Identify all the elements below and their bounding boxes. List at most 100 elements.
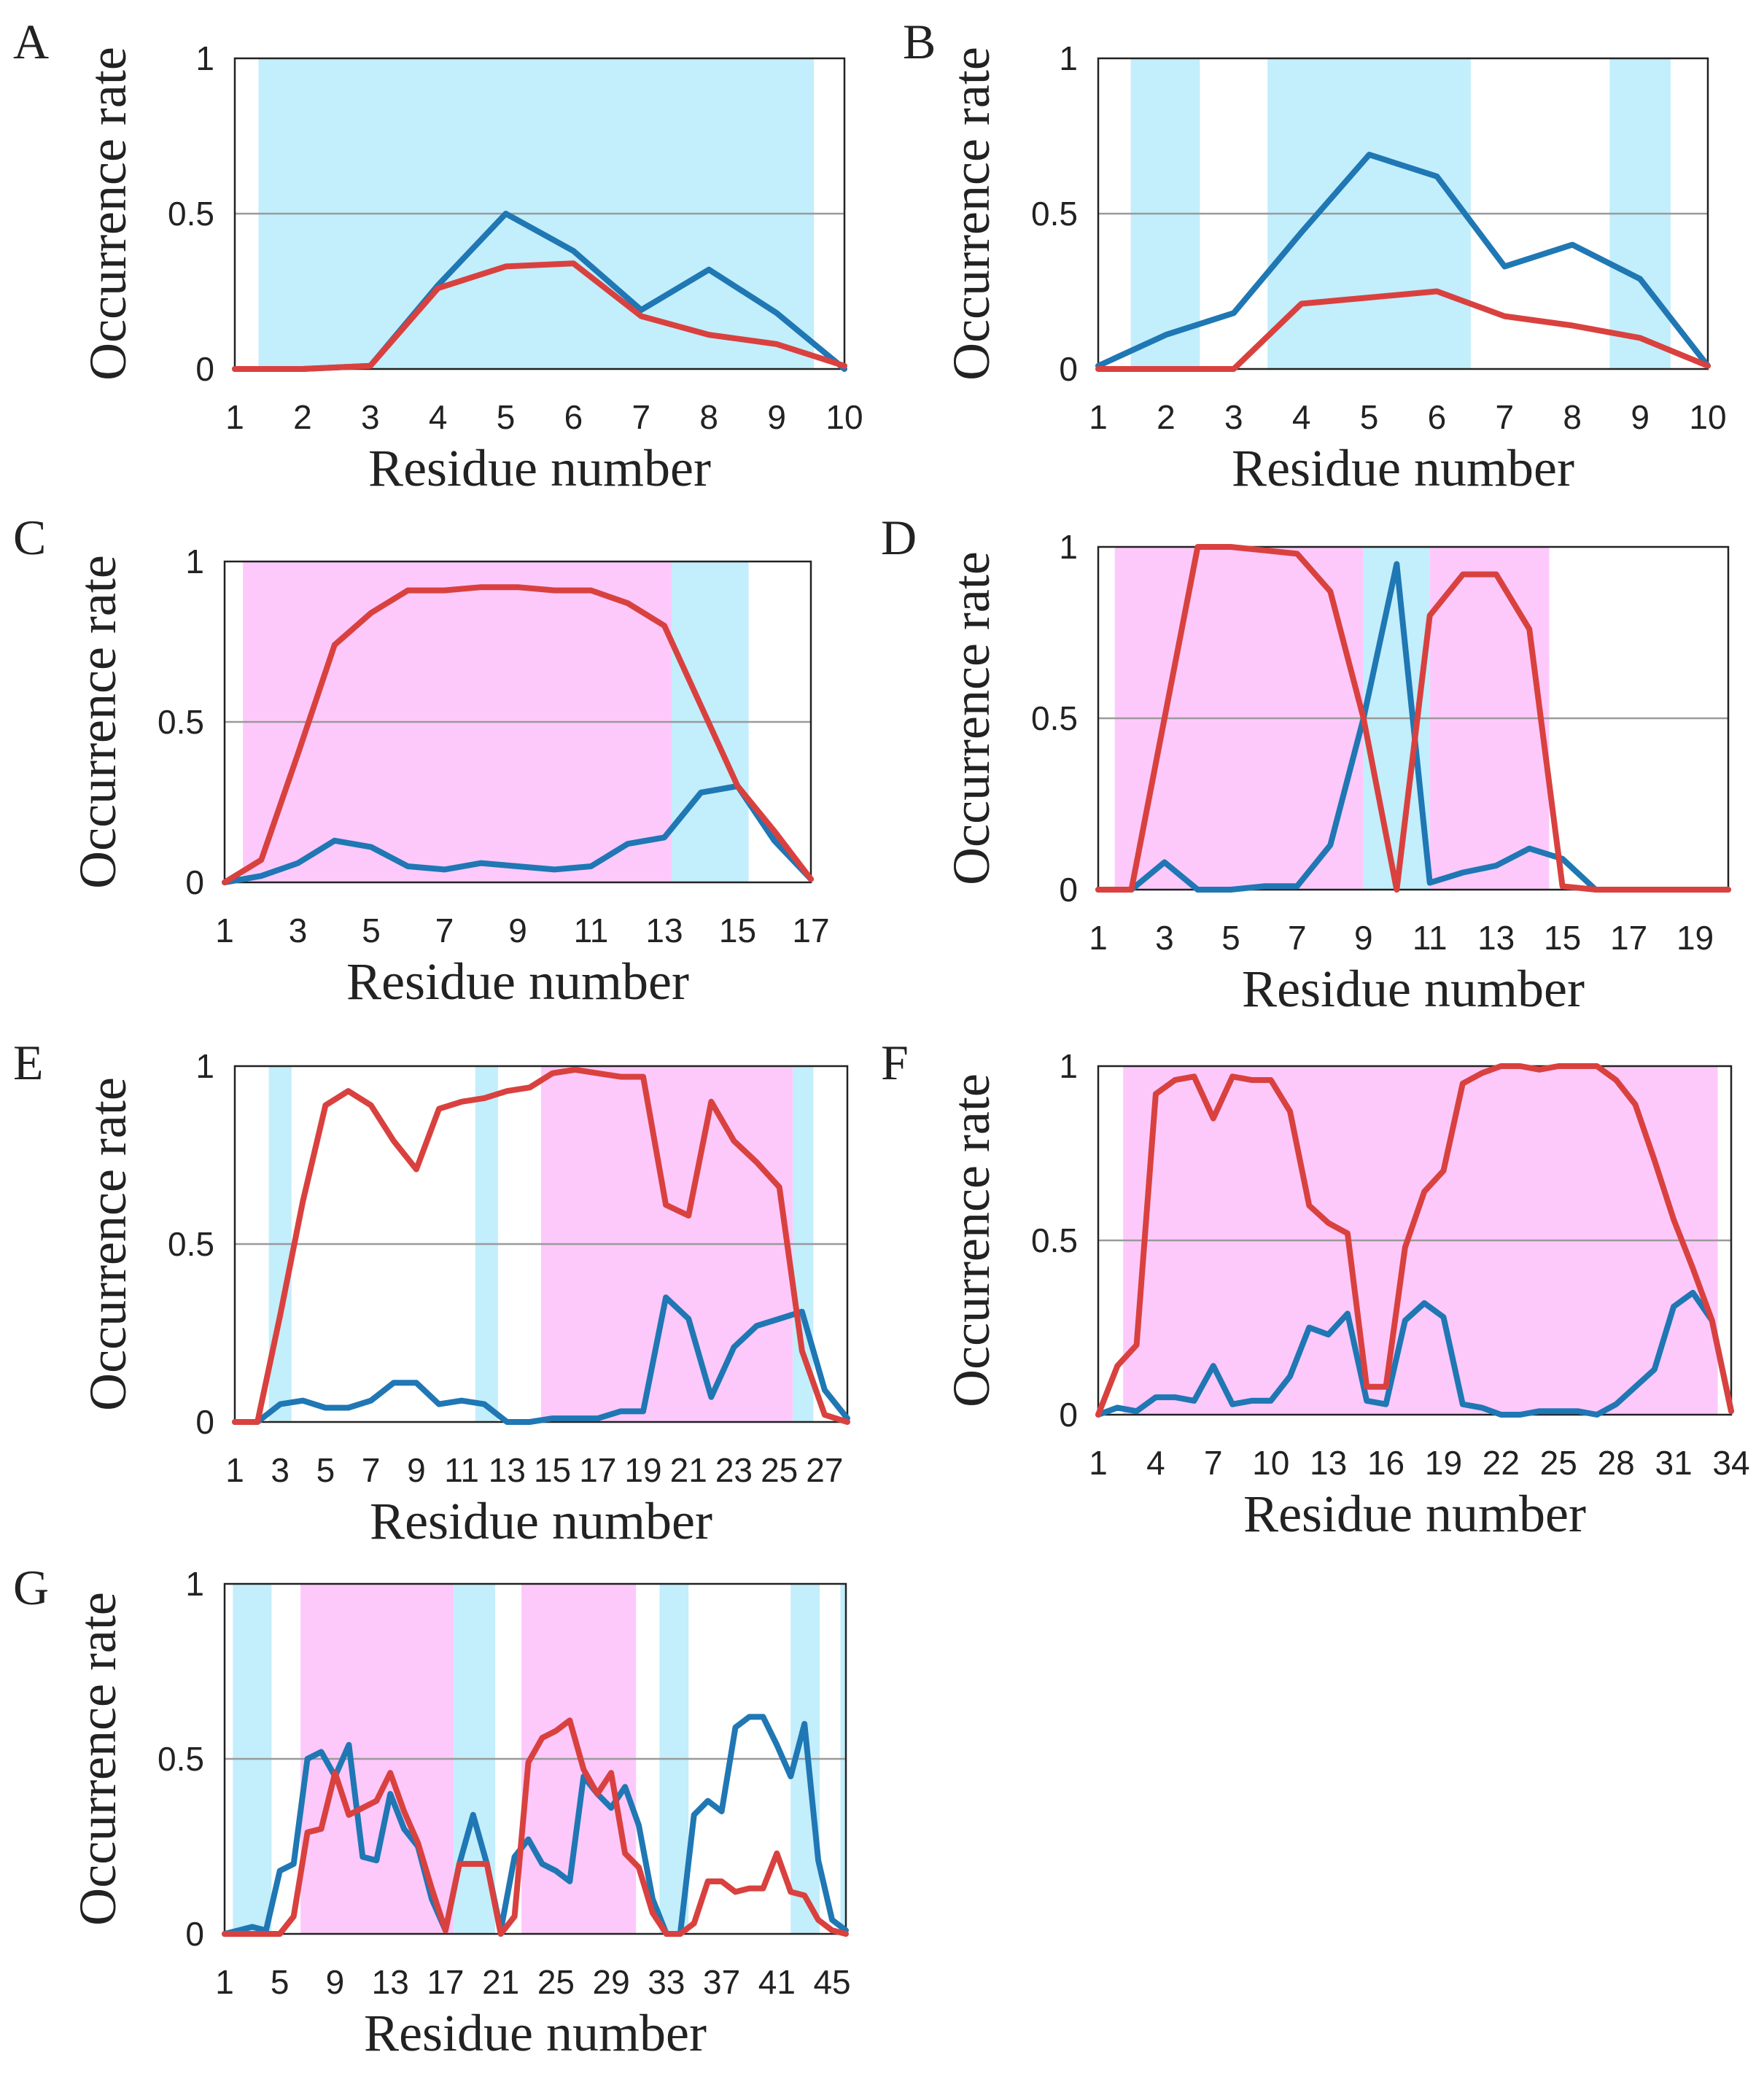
panel-f-x-tick-label: 1: [1089, 1444, 1108, 1482]
panel-f-letter: F: [881, 1035, 909, 1090]
panel-b-plot-frame: [1097, 57, 1709, 370]
panel-c-y-tick-label: 1: [185, 543, 204, 580]
panel-b-x-tick-label: 10: [1689, 398, 1726, 436]
panel-g-y-axis-title: Occurrence rate: [69, 1592, 127, 1926]
panel-e-x-tick-label: 13: [489, 1451, 526, 1489]
panel-d-plot-frame: [1097, 545, 1730, 891]
panel-b-y-tick-label: 0.5: [1031, 195, 1078, 233]
panel-g-x-tick-label: 1: [215, 1963, 234, 2001]
panel-e-x-tick-label: 21: [670, 1451, 707, 1489]
panel-e-x-tick-label: 3: [271, 1451, 290, 1489]
panel-g-plot-frame: [223, 1582, 847, 1935]
panel-c-x-tick-label: 3: [289, 912, 308, 949]
panel-e-y-tick-label: 0: [195, 1403, 214, 1441]
panel-g-series-red: [222, 1717, 849, 1937]
panel-c-x-tick-label: 13: [645, 912, 683, 949]
panel-f-x-tick-label: 22: [1483, 1444, 1520, 1482]
panel-d-x-tick-label: 15: [1544, 919, 1581, 957]
panel-g-x-tick-label: 29: [593, 1963, 630, 2001]
panel-f-x-tick-label: 28: [1598, 1444, 1635, 1482]
panel-c-x-axis-title: Residue number: [346, 952, 689, 1011]
panel-a-x-tick-label: 8: [699, 398, 718, 436]
panel-c-x-tick-label: 9: [508, 912, 527, 949]
panel-c-plot-frame: [223, 560, 812, 884]
panel-f-y-tick-label: 1: [1059, 1047, 1078, 1085]
panel-c-x-tick-label: 15: [719, 912, 756, 949]
panel-d-x-tick-label: 19: [1676, 919, 1714, 957]
panel-c-x-tick-label: 11: [574, 912, 609, 949]
panel-a-x-tick-label: 5: [497, 398, 516, 436]
panel-b-x-tick-label: 1: [1089, 398, 1108, 436]
panel-f-x-tick-label: 7: [1204, 1444, 1223, 1482]
panel-f-x-tick-label: 4: [1146, 1444, 1165, 1482]
panel-d-x-tick-label: 9: [1354, 919, 1373, 957]
panel-d-y-axis-title: Occurrence rate: [942, 551, 1000, 885]
panel-c-x-tick-label: 7: [435, 912, 454, 949]
panel-e-letter: E: [13, 1035, 44, 1090]
panel-g-x-tick-label: 25: [537, 1963, 575, 2001]
panel-a-x-tick-label: 2: [293, 398, 312, 436]
panel-g-letter: G: [13, 1560, 49, 1615]
panel-d-series-red: [1095, 544, 1731, 893]
panel-f-x-tick-label: 19: [1425, 1444, 1462, 1482]
panel-d-x-tick-label: 11: [1413, 919, 1448, 957]
panel-e-y-tick-label: 1: [195, 1047, 214, 1085]
panel-f-x-tick-label: 34: [1712, 1444, 1749, 1482]
panel-f-x-axis-title: Residue number: [1243, 1485, 1586, 1543]
panel-d-x-tick-label: 7: [1288, 919, 1307, 957]
panel-b: 0 0.5 1 1 2 3 4 5 6 7 8 9 10 Residue number Occurrence…: [903, 14, 1727, 497]
panel-e-series-red: [232, 1066, 850, 1425]
panel-b-x-tick-label: 9: [1631, 398, 1650, 436]
panel-a-x-tick-label: 3: [361, 398, 380, 436]
panel-b-x-tick-label: 7: [1496, 398, 1515, 436]
panel-a-plot-frame: [233, 57, 846, 370]
panel-c-y-tick-label: 0: [185, 863, 204, 901]
panel-a-x-tick-label: 7: [632, 398, 651, 436]
panel-a-x-axis-title: Residue number: [368, 439, 711, 497]
panel-d-x-tick-label: 13: [1477, 919, 1515, 957]
panel-d-x-axis-title: Residue number: [1242, 960, 1585, 1018]
panel-e-x-tick-label: 19: [624, 1451, 661, 1489]
panel-e-x-tick-label: 1: [225, 1451, 244, 1489]
panel-f-plot-frame: [1097, 1065, 1733, 1416]
panel-b-x-tick-label: 3: [1224, 398, 1243, 436]
panel-a: 0 0.5 1 1 2 3 4 5 6 7 8 9 10 Residue number Occurrence…: [13, 14, 863, 497]
panel-a-x-tick-label: 1: [225, 398, 244, 436]
panel-b-x-tick-label: 4: [1292, 398, 1311, 436]
panel-e-x-tick-label: 7: [362, 1451, 381, 1489]
panel-e-x-tick-label: 15: [534, 1451, 571, 1489]
panel-b-y-axis-title: Occurrence rate: [942, 47, 1000, 381]
panel-g-x-tick-label: 41: [758, 1963, 796, 2001]
panel-e-series-blue: [232, 1294, 850, 1425]
panel-a-x-tick-label: 4: [429, 398, 448, 436]
panel-e-x-tick-label: 17: [579, 1451, 616, 1489]
panel-g-x-tick-label: 45: [813, 1963, 850, 2001]
panel-f-x-tick-label: 13: [1310, 1444, 1347, 1482]
panel-c-series-blue: [222, 783, 814, 885]
panel-b-x-tick-label: 5: [1360, 398, 1379, 436]
panel-g-x-tick-label: 37: [703, 1963, 740, 2001]
panel-g-x-axis-title: Residue number: [364, 2004, 707, 2062]
panel-a-y-tick-label: 0: [195, 350, 214, 388]
panel-g-x-tick-label: 13: [372, 1963, 409, 2001]
panel-g-y-tick-label: 0: [185, 1915, 204, 1953]
panel-g-series-blue: [222, 1714, 849, 1937]
panel-e-x-tick-label: 25: [761, 1451, 798, 1489]
panel-e-x-tick-label: 27: [806, 1451, 843, 1489]
panel-d-y-tick-label: 0: [1059, 871, 1078, 909]
panel-b-series-blue: [1095, 152, 1711, 369]
panel-d-y-tick-label: 0.5: [1031, 699, 1078, 737]
panel-g-x-tick-label: 17: [427, 1963, 464, 2001]
panel-b-x-tick-label: 8: [1563, 398, 1582, 436]
panel-f-series-red: [1095, 1063, 1734, 1418]
panel-b-y-tick-label: 1: [1059, 39, 1078, 77]
panel-g-x-tick-label: 21: [482, 1963, 519, 2001]
panel-f-x-tick-label: 25: [1540, 1444, 1577, 1482]
panel-f-series-blue: [1095, 1289, 1734, 1418]
panel-e-x-tick-label: 5: [316, 1451, 335, 1489]
panel-b-y-tick-label: 0: [1059, 350, 1078, 388]
